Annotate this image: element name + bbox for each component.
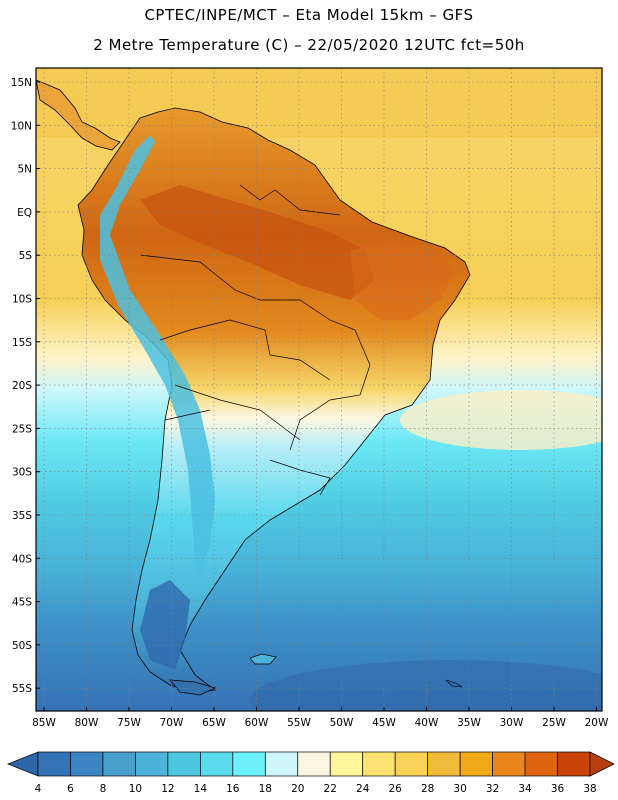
colorbar-swatch	[37, 751, 71, 777]
amazon-hot-core	[140, 185, 375, 300]
colorbar-swatch	[459, 751, 493, 777]
colorbar-label: 4	[35, 783, 42, 795]
lat-label: 50S	[12, 640, 32, 652]
colorbar-label: 24	[356, 783, 370, 795]
lat-label: 55S	[12, 683, 32, 695]
title-line-1: CPTEC/INPE/MCT – Eta Model 15km – GFS	[144, 6, 474, 24]
lat-label: 30S	[12, 467, 32, 479]
colorbar-label: 14	[194, 783, 208, 795]
colorbar-label: 8	[100, 783, 107, 795]
longitude-labels: 85W 80W 75W 70W 65W 60W 55W 50W 45W 40W 35W 30W 25W 2…	[32, 717, 609, 729]
colorbar-swatch	[167, 751, 201, 777]
lon-label: 60W	[245, 717, 269, 729]
lat-label: 40S	[12, 553, 32, 565]
colorbar-swatch	[524, 751, 558, 777]
lat-label: 15S	[12, 337, 32, 349]
lat-label: 5N	[17, 164, 32, 176]
lon-label: 50W	[330, 717, 354, 729]
colorbar-swatch	[297, 751, 331, 777]
title-line-2: 2 Metre Temperature (C) – 22/05/2020 12U…	[93, 36, 525, 54]
south-georgia	[445, 679, 463, 688]
colorbar-swatch	[135, 751, 169, 777]
colorbar-label: 22	[324, 783, 337, 795]
map-frame	[35, 67, 603, 712]
colorbar-swatch	[200, 751, 234, 777]
colorbar-label: 6	[67, 783, 74, 795]
lon-label: 85W	[32, 717, 56, 729]
lat-label: 10N	[11, 120, 32, 132]
lon-label: 25W	[542, 717, 566, 729]
lat-label: 20S	[12, 380, 32, 392]
lat-label: 10S	[12, 294, 32, 306]
central-america-land	[36, 79, 121, 151]
ocean-warm-band	[36, 68, 602, 138]
lat-label: 5S	[19, 250, 33, 262]
lon-label: 30W	[500, 717, 524, 729]
lon-label: 65W	[202, 717, 226, 729]
northeast-hot	[350, 240, 455, 320]
lon-label: 55W	[287, 717, 311, 729]
lon-label: 70W	[160, 717, 184, 729]
lat-label: 45S	[12, 597, 32, 609]
lon-label: 75W	[117, 717, 141, 729]
colorbar-swatch	[329, 751, 364, 777]
colorbar-label: 10	[129, 783, 142, 795]
colorbar-label: 26	[388, 783, 402, 795]
colorbar	[7, 751, 615, 777]
lat-label: 25S	[12, 423, 32, 435]
colorbar-label: 32	[486, 783, 499, 795]
colorbar-under-arrow	[7, 751, 39, 777]
lon-label: 80W	[75, 717, 99, 729]
colorbar-swatch	[557, 751, 591, 777]
graticule	[36, 68, 602, 711]
country-borders	[139, 184, 371, 496]
patagonia-cold	[140, 580, 190, 670]
colorbar-label: 12	[161, 783, 174, 795]
colorbar-swatch	[362, 751, 396, 777]
ocean-cold-patch	[250, 660, 602, 711]
lat-label: 15N	[11, 77, 32, 89]
colorbar-label: 30	[453, 783, 466, 795]
tierra-del-fuego	[169, 679, 216, 696]
colorbar-label: 20	[291, 783, 304, 795]
colorbar-label: 38	[583, 783, 596, 795]
colorbar-swatch	[232, 751, 266, 777]
colorbar-swatch	[492, 751, 526, 777]
lon-label: 45W	[372, 717, 396, 729]
lon-label: 40W	[415, 717, 439, 729]
ocean-pale-patch	[400, 390, 602, 450]
colorbar-swatch	[70, 751, 104, 777]
colorbar-labels: 4 6 8 10 12 14 16 18 20 22 24 26 28 30 32 34 36 38	[35, 783, 597, 795]
lat-label: EQ	[17, 207, 32, 219]
latitude-labels: 15N 10N 5N EQ 5S 10S 15S 20S 25S 30S 35S 40S 45S 50S 5…	[11, 77, 33, 695]
lon-label: 35W	[457, 717, 481, 729]
lat-label: 35S	[12, 510, 32, 522]
colorbar-label: 18	[259, 783, 272, 795]
falkland-islands	[249, 653, 277, 665]
colorbar-label: 36	[551, 783, 565, 795]
colorbar-swatch	[102, 751, 136, 777]
colorbar-label: 16	[226, 783, 240, 795]
andes-ridge	[100, 135, 215, 580]
colorbar-swatch	[427, 751, 461, 777]
colorbar-swatch	[264, 751, 299, 777]
colorbar-label: 34	[518, 783, 532, 795]
colorbar-swatch	[394, 751, 428, 777]
lon-label: 20W	[585, 717, 609, 729]
colorbar-label: 28	[421, 783, 434, 795]
colorbar-over-arrow	[589, 751, 615, 777]
